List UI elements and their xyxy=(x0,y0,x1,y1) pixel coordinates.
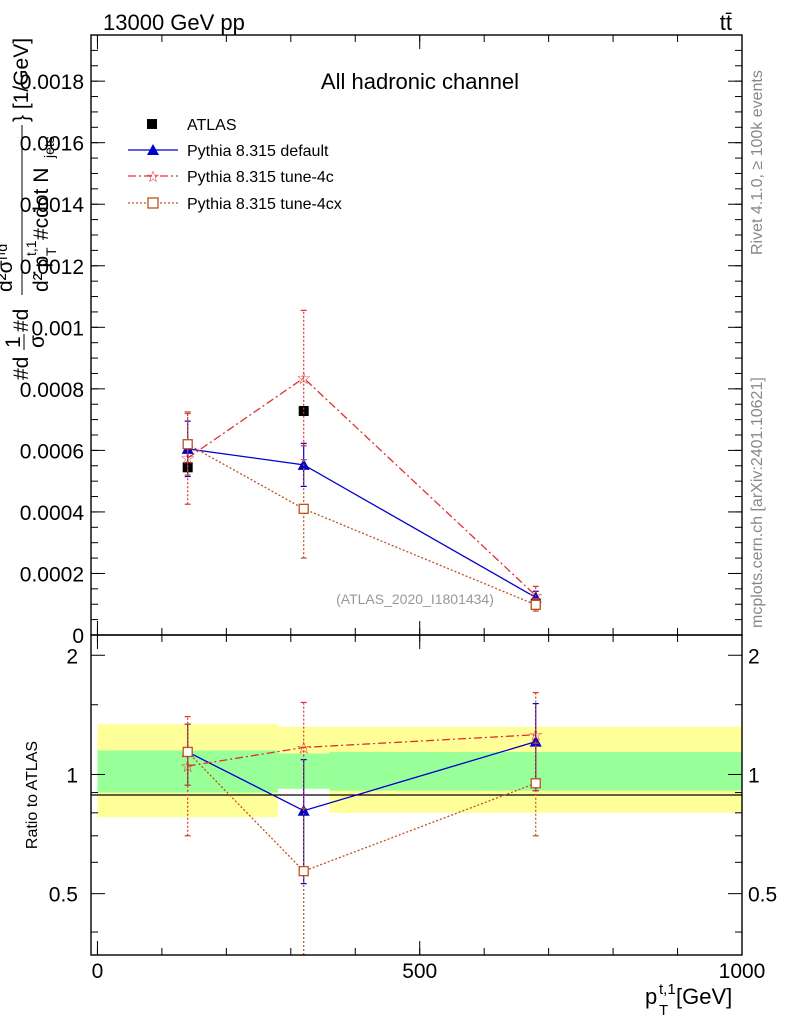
ylabel-frac2-num: d²σᶠⁱᵈ xyxy=(0,244,17,292)
ratio-y-axis-label: Ratio to ATLAS xyxy=(24,741,41,849)
ratio-panel-frame xyxy=(90,634,743,956)
main-y-tick-label: 0.0016 xyxy=(20,133,84,156)
x-axis-label: p T t,1 [GeV] xyxy=(645,981,732,1019)
main-y-tick-label: 0.0004 xyxy=(20,502,85,525)
legend-label-tune4c: Pythia 8.315 tune-4c xyxy=(187,169,334,186)
legend-label-atlas: ATLAS xyxy=(187,117,237,134)
main-point-data xyxy=(298,406,309,416)
ylabel-sub-jets: jets xyxy=(41,136,57,159)
x-tick-label: 0 xyxy=(92,960,104,983)
ratio-point-tune4c: ☆ xyxy=(180,757,195,777)
main-panel: ☆ ☆ ☆ 0 0.0002 0.0004 0.0006 0.0008 0.001 0.0012… xyxy=(0,34,743,648)
ylabel-frac1-num: 1 xyxy=(2,336,25,348)
main-line-default xyxy=(187,448,537,599)
ratio-y-tick-label: 2 xyxy=(66,645,78,668)
main-point-tune4cx xyxy=(182,439,193,450)
main-point-tune4c: ☆ xyxy=(296,369,311,389)
process-label: tt̄ xyxy=(720,10,732,35)
main-point-tune4c: ☆ xyxy=(180,449,195,469)
ylabel-sub-t: T xyxy=(43,247,59,256)
ratio-panel: ☆ ☆ ☆ 0.5 0.5 1 1 2 2 0 500 1000 Ratio to ATLAS xyxy=(24,634,777,983)
main-y-tick-label: 0.0008 xyxy=(20,379,84,402)
legend-marker-tune4c: ☆ xyxy=(146,169,160,186)
xlabel-sub: T xyxy=(659,1002,668,1019)
ylabel-d2: #d xyxy=(10,309,33,332)
main-y-axis-label: #d 1 σ #d d²σᶠⁱᵈ d² p T t,1 #cdot N jets… xyxy=(0,38,59,380)
main-y-tick-label: 0.0002 xyxy=(20,563,84,586)
ratio-point-tune4cx xyxy=(298,865,309,877)
x-tick-label: 1000 xyxy=(719,960,766,983)
ratio-y-tick-label: 0.5 xyxy=(49,884,78,907)
main-y-tick-label: 0.0014 xyxy=(20,194,85,217)
main-y-tick-label: 0 xyxy=(72,625,84,648)
main-title: All hadronic channel xyxy=(321,69,519,94)
ratio-point-tune4cx xyxy=(530,778,541,789)
legend-entry-tune4cx: Pythia 8.315 tune-4cx xyxy=(128,196,342,213)
ratio-y-tick-label: 1 xyxy=(66,764,78,787)
xlabel-unit: [GeV] xyxy=(676,984,732,1009)
ylabel-frac1-den: σ xyxy=(26,335,49,348)
legend-label-default: Pythia 8.315 default xyxy=(187,143,329,160)
ratio-point-tune4c: ☆ xyxy=(528,726,543,746)
x-tick-label: 500 xyxy=(402,960,437,983)
analysis-tag: (ATLAS_2020_I1801434) xyxy=(336,591,494,607)
legend-entry-tune4c: ☆ Pythia 8.315 tune-4c xyxy=(128,169,334,186)
legend-entry-default: Pythia 8.315 default xyxy=(128,143,329,160)
legend-marker-default xyxy=(147,144,159,155)
ratio-y-tick-label-right: 0.5 xyxy=(748,884,777,907)
legend-marker-atlas xyxy=(147,119,157,129)
ylabel-frac2-den: d² p xyxy=(30,256,53,292)
ratio-y-tick-label-right: 1 xyxy=(748,764,760,787)
legend-marker-tune4cx xyxy=(147,197,159,209)
legend-label-tune4cx: Pythia 8.315 tune-4cx xyxy=(187,196,342,213)
ylabel-d1: #d xyxy=(10,357,33,380)
ylabel-unit: } [1/GeV] xyxy=(10,38,33,122)
ratio-point-tune4cx xyxy=(182,746,193,758)
energy-label: 13000 GeV pp xyxy=(103,10,245,35)
main-line-tune4c xyxy=(187,377,537,597)
main-y-tick-label: 0.0006 xyxy=(20,440,84,463)
ratio-y-tick-label-right: 2 xyxy=(748,645,760,668)
main-y-tick-label: 0.0018 xyxy=(20,71,84,94)
rivet-version-label: Rivet 4.1.0, ≥ 100k events xyxy=(749,70,766,255)
main-y-tick-label: 0.001 xyxy=(31,317,84,340)
ylabel-cdot: #cdot N xyxy=(30,168,53,240)
ratio-point-tune4c: ☆ xyxy=(296,738,311,758)
xlabel-sup: t,1 xyxy=(659,981,676,998)
source-label: mcplots.cern.ch [arXiv:2401.10621] xyxy=(749,377,766,628)
main-point-tune4cx xyxy=(530,599,541,610)
legend: ATLAS Pythia 8.315 default ☆ Pythia 8.31… xyxy=(128,117,342,213)
xlabel-main: p xyxy=(645,984,657,1009)
ylabel-sup-t1: t,1 xyxy=(23,240,39,256)
main-y-tick-label: 0.0012 xyxy=(20,256,84,279)
main-line-tune4cx xyxy=(187,443,536,606)
legend-entry-atlas: ATLAS xyxy=(147,117,237,134)
main-point-tune4cx xyxy=(298,503,309,514)
